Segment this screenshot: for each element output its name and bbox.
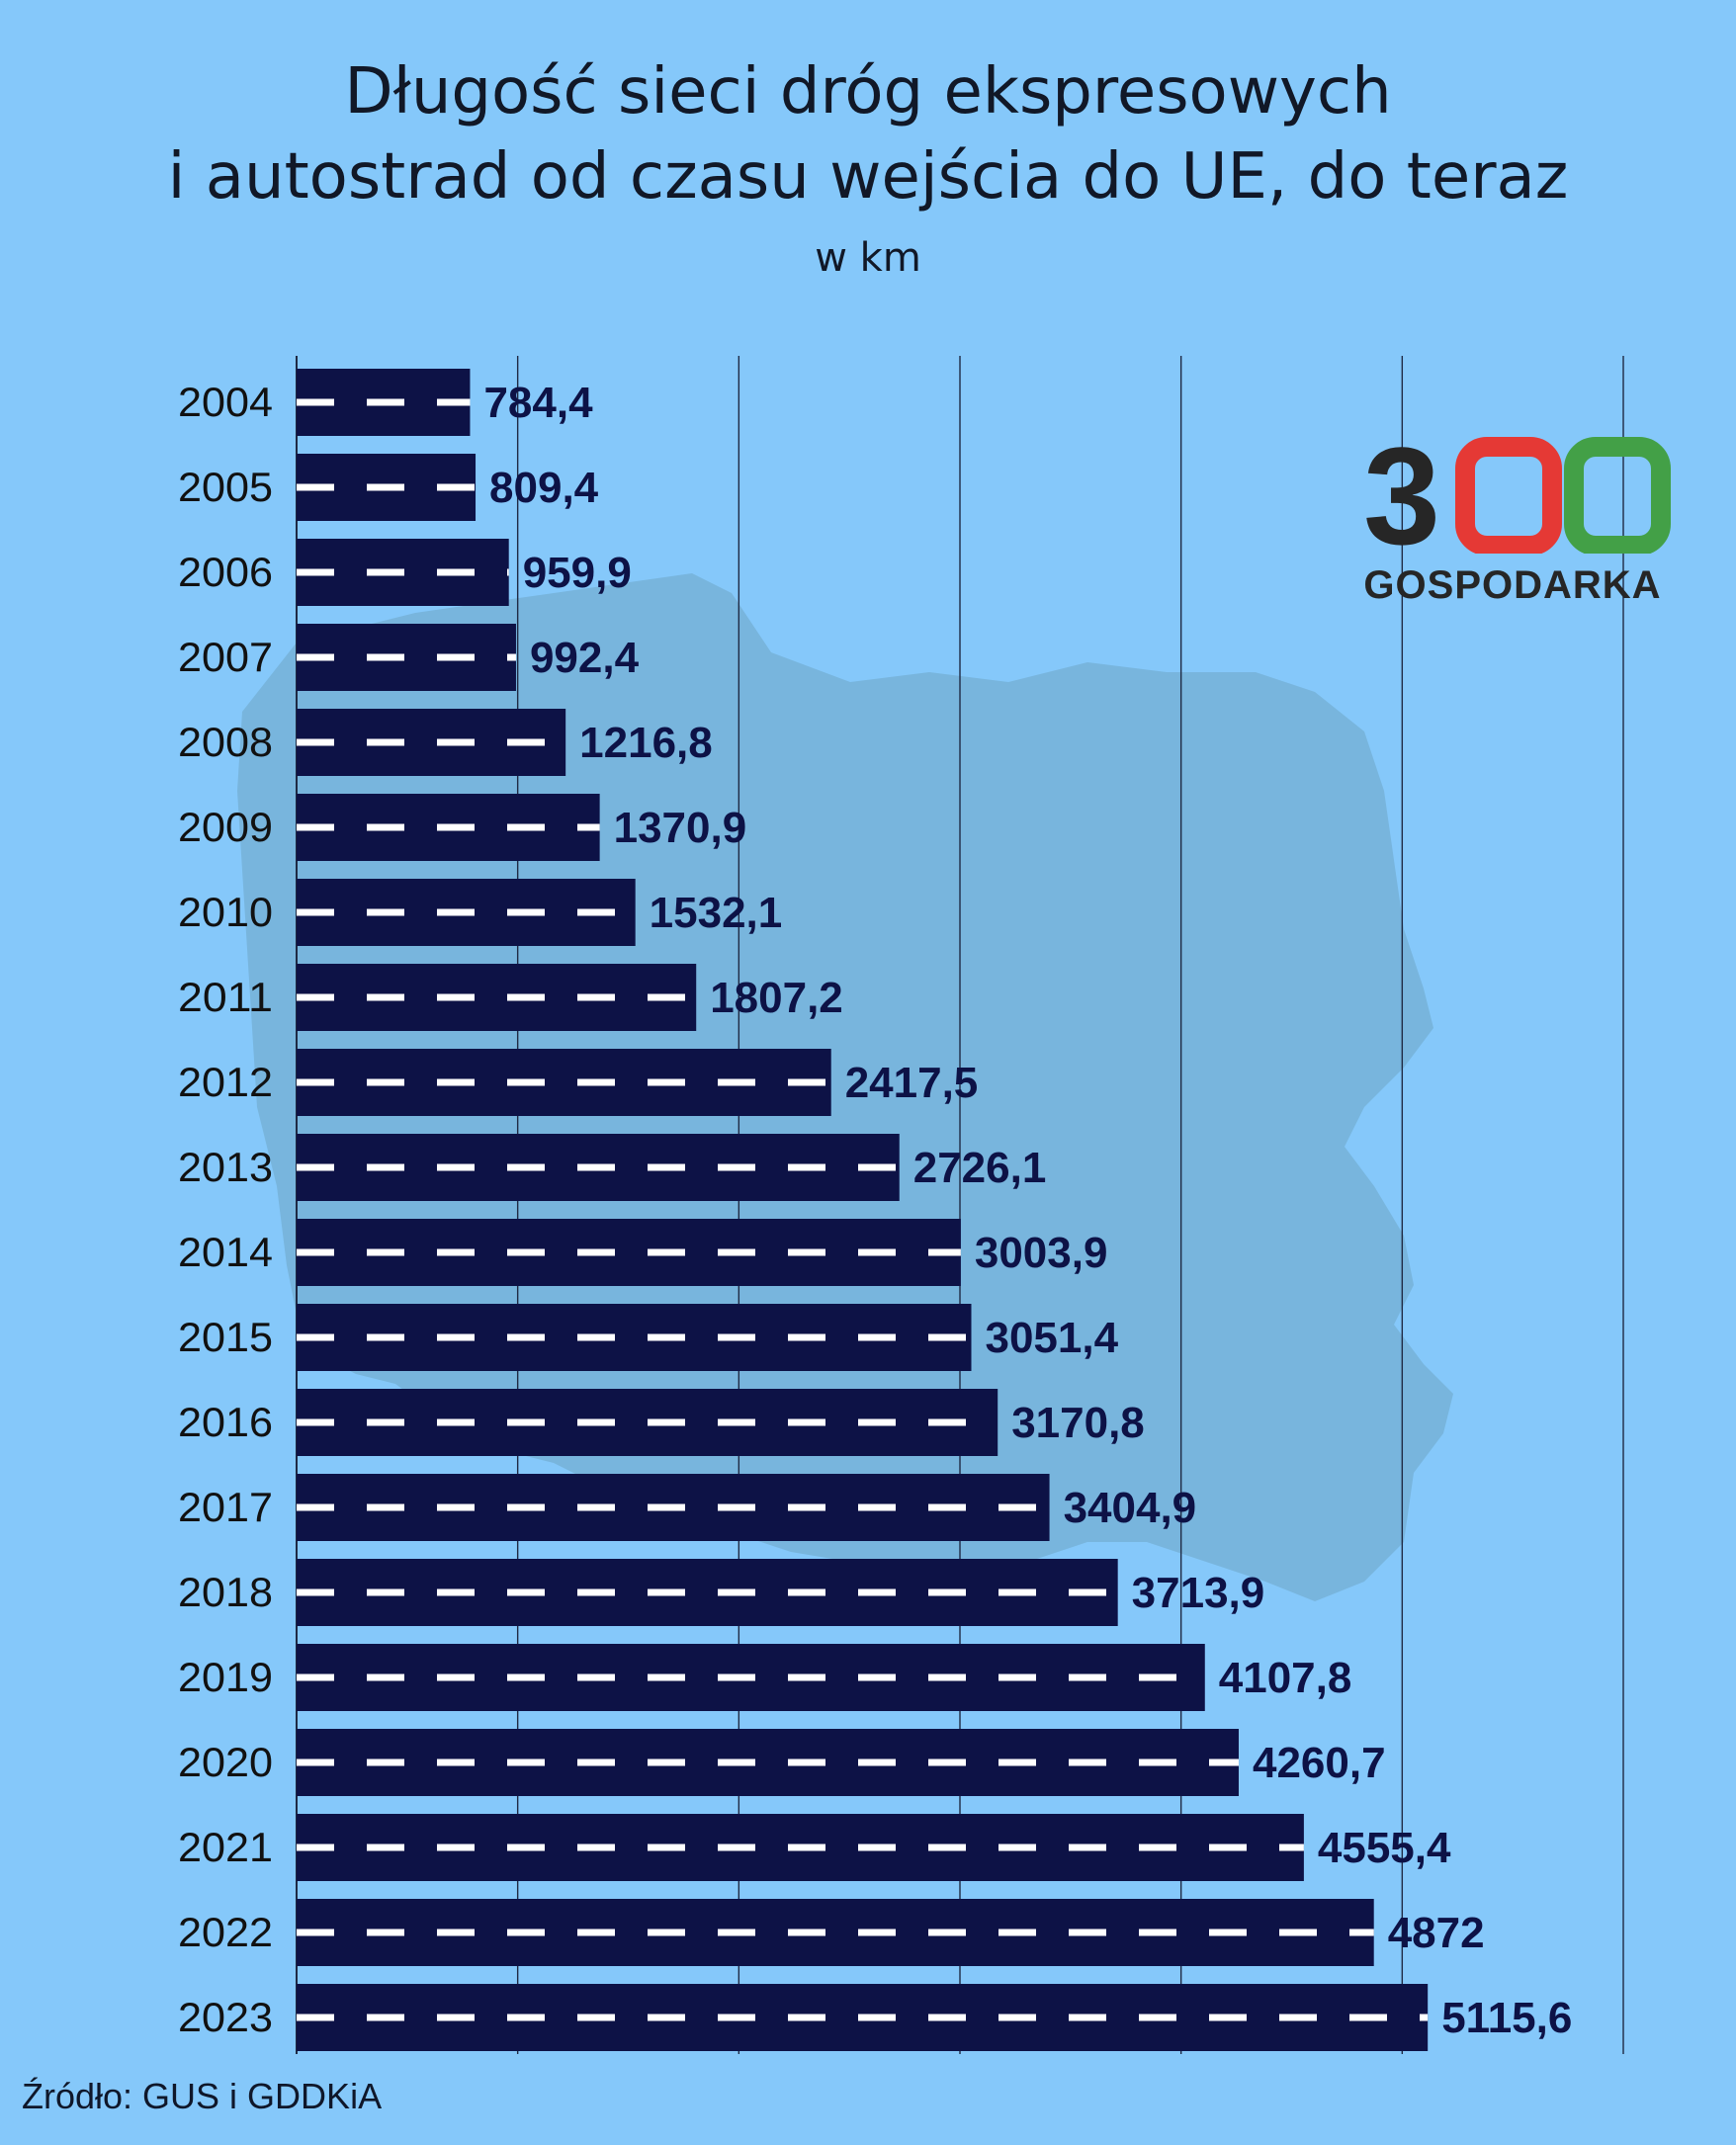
chart-title: Długość sieci dróg ekspresowych i autost…	[0, 49, 1736, 219]
value-label: 2726,1	[913, 1144, 1047, 1192]
value-label: 1532,1	[650, 889, 783, 937]
category-label: 2006	[178, 549, 273, 595]
value-label: 784,4	[483, 379, 593, 427]
bar	[297, 1899, 1374, 1966]
value-label: 959,9	[523, 549, 632, 597]
value-label: 2417,5	[845, 1059, 979, 1107]
category-label: 2011	[178, 974, 273, 1020]
category-label: 2013	[178, 1144, 273, 1190]
category-label: 2007	[178, 634, 273, 680]
category-label: 2019	[178, 1654, 273, 1700]
value-label: 3051,4	[985, 1314, 1118, 1362]
value-label: 3170,8	[1011, 1399, 1145, 1447]
value-label: 5115,6	[1441, 1994, 1572, 2042]
logo-wordmark: GOSPODARKA	[1363, 563, 1662, 607]
logo-digit-0-green	[1564, 437, 1671, 554]
category-label: 2020	[178, 1739, 273, 1785]
value-label: 4260,7	[1253, 1739, 1386, 1787]
category-label: 2009	[178, 804, 273, 850]
category-label: 2004	[178, 379, 273, 425]
value-label: 3003,9	[975, 1229, 1108, 1277]
category-label: 2022	[178, 1909, 273, 1955]
bar	[297, 1559, 1118, 1626]
category-label: 2008	[178, 719, 273, 765]
value-label: 4555,4	[1318, 1824, 1451, 1872]
category-label: 2015	[178, 1314, 273, 1360]
value-label: 4107,8	[1219, 1654, 1352, 1702]
category-label: 2016	[178, 1399, 273, 1445]
value-label: 1807,2	[710, 974, 843, 1022]
value-label: 3713,9	[1132, 1569, 1265, 1617]
bar	[297, 964, 697, 1031]
category-label: 2005	[178, 464, 273, 510]
chart-subtitle: w km	[815, 235, 921, 281]
logo-digit-0-red	[1455, 437, 1562, 554]
category-label: 2021	[178, 1824, 273, 1870]
category-label: 2014	[178, 1229, 273, 1275]
value-label: 992,4	[530, 634, 640, 682]
value-label: 809,4	[489, 464, 599, 512]
category-label: 2023	[178, 1994, 273, 2040]
chart-title-line-2: i autostrad od czasu wejścia do UE, do t…	[167, 140, 1569, 214]
category-label: 2017	[178, 1484, 273, 1530]
bar	[297, 1219, 961, 1286]
bars: 2004 784,4 2005 809,4 2006 959,9 2007 992,4 2008…	[178, 369, 1572, 2051]
logo-digit-3: 3	[1363, 435, 1440, 554]
value-label: 3404,9	[1064, 1484, 1197, 1532]
logo-300-gospodarka: 3 GOSPODARKA	[1354, 435, 1671, 613]
category-label: 2018	[178, 1569, 273, 1615]
value-label: 1370,9	[614, 804, 747, 852]
chart-title-line-1: Długość sieci dróg ekspresowych	[344, 55, 1392, 129]
value-label: 1216,8	[579, 719, 713, 767]
source-note: Źródło: GUS i GDDKiA	[22, 2076, 383, 2116]
logo-digits: 3	[1363, 435, 1671, 554]
value-label: 4872	[1388, 1909, 1485, 1957]
category-label: 2012	[178, 1059, 273, 1105]
category-label: 2010	[178, 889, 273, 935]
